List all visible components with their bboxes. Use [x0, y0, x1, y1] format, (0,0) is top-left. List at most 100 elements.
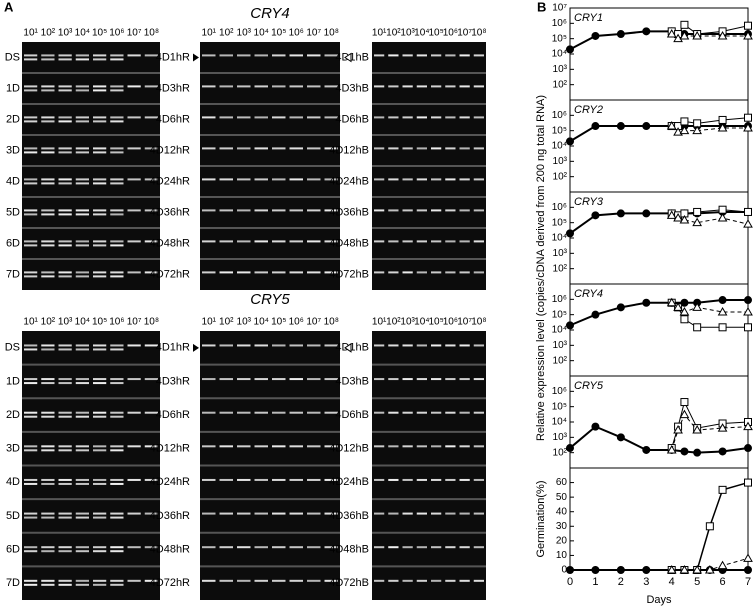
- row-label: 5D: [6, 206, 20, 218]
- gel-band: [431, 85, 442, 88]
- gel-band: [459, 378, 470, 381]
- y-tick-label: 10³: [553, 64, 568, 75]
- x-tick-label: 7: [745, 576, 751, 588]
- gel-band: [58, 478, 72, 481]
- gel-band: [324, 478, 338, 481]
- row-label: 4D6hR: [156, 409, 190, 421]
- x-tick-label: 0: [567, 576, 573, 588]
- gel-band: [307, 116, 321, 119]
- gel-band: [58, 89, 72, 92]
- point: [743, 30, 753, 40]
- gel-band: [144, 546, 158, 549]
- x-tick-label: 4: [669, 576, 675, 588]
- gel-band: [431, 147, 442, 150]
- lane-header: 10²: [219, 28, 234, 39]
- gel-band: [41, 89, 55, 92]
- gel-band: [24, 244, 38, 247]
- y-tick-label: 60: [556, 477, 568, 488]
- point: [692, 125, 703, 135]
- gel-band: [237, 147, 251, 150]
- gel-band: [445, 579, 456, 582]
- gel-band: [93, 482, 107, 485]
- gel-band: [459, 209, 470, 212]
- y-tick-label: 10⁷: [552, 3, 567, 14]
- gel-band: [58, 213, 72, 216]
- gel-band: [219, 579, 233, 582]
- y-axis-label: Relative expression level (copies/cDNA d…: [535, 95, 547, 441]
- gel-band: [75, 58, 89, 61]
- gel-band: [307, 209, 321, 212]
- gel-band: [127, 579, 141, 582]
- gel-band: [58, 415, 72, 418]
- gel-band: [272, 512, 286, 515]
- point: [616, 303, 625, 312]
- gel-band: [75, 415, 89, 418]
- gel-band: [75, 579, 89, 582]
- gel-band: [110, 482, 124, 485]
- gel-band: [41, 516, 55, 519]
- gel-band: [416, 478, 427, 481]
- row-label: 7D: [6, 268, 20, 280]
- gel-band: [110, 348, 124, 351]
- gel-band: [58, 58, 72, 61]
- gel-band: [307, 445, 321, 448]
- gel-separator: [372, 430, 486, 433]
- gel-band: [272, 147, 286, 150]
- gel-band: [402, 546, 413, 549]
- gel-band: [202, 54, 216, 57]
- gel-band: [473, 209, 484, 212]
- gel-band: [374, 411, 385, 414]
- gel-band: [473, 445, 484, 448]
- gel-band: [324, 209, 338, 212]
- gel-band: [459, 178, 470, 181]
- gel-band: [445, 478, 456, 481]
- point: [692, 425, 703, 434]
- gel-band: [402, 411, 413, 414]
- block-title: CRY4: [250, 5, 289, 22]
- x-tick-label: 1: [592, 576, 598, 588]
- gel-band: [307, 579, 321, 582]
- gel-band: [307, 546, 321, 549]
- y-tick-label: 40: [556, 506, 568, 517]
- gel-band: [93, 178, 107, 181]
- row-label: 4D: [6, 175, 20, 187]
- row-label: 4D3hR: [156, 375, 190, 387]
- gel-band: [93, 271, 107, 274]
- gel-band: [289, 116, 303, 119]
- gel-band: [374, 344, 385, 347]
- row-label: 4D12hB: [329, 144, 369, 156]
- gel-band: [110, 54, 124, 57]
- gel-band: [388, 240, 399, 243]
- gel-band: [93, 512, 107, 515]
- gel-band: [41, 54, 55, 57]
- chart-title: CRY5: [574, 380, 604, 392]
- row-label: 5D: [6, 510, 20, 522]
- gel-band: [324, 445, 338, 448]
- gel-band: [202, 147, 216, 150]
- point: [717, 423, 728, 432]
- gel-band: [202, 411, 216, 414]
- gel-band: [24, 116, 38, 119]
- gel-separator: [200, 258, 340, 260]
- gel-band: [24, 182, 38, 185]
- gel-band: [219, 85, 233, 88]
- point: [718, 485, 727, 494]
- gel-band: [110, 89, 124, 92]
- gel-band: [24, 85, 38, 88]
- point: [591, 566, 600, 574]
- gel-band: [24, 482, 38, 485]
- gel-band: [307, 240, 321, 243]
- lane-header: 10⁵: [92, 317, 107, 328]
- lane-header: 10³: [400, 317, 415, 328]
- gel-band: [24, 579, 38, 582]
- gel-band: [254, 579, 268, 582]
- point: [744, 296, 752, 305]
- gel-band: [272, 378, 286, 381]
- gel-band: [58, 209, 72, 212]
- gel-band: [307, 271, 321, 274]
- row-label: 4D12hR: [150, 443, 190, 455]
- gel-band: [473, 178, 484, 181]
- gel-band: [41, 213, 55, 216]
- gel-band: [388, 344, 399, 347]
- gel-band: [41, 512, 55, 515]
